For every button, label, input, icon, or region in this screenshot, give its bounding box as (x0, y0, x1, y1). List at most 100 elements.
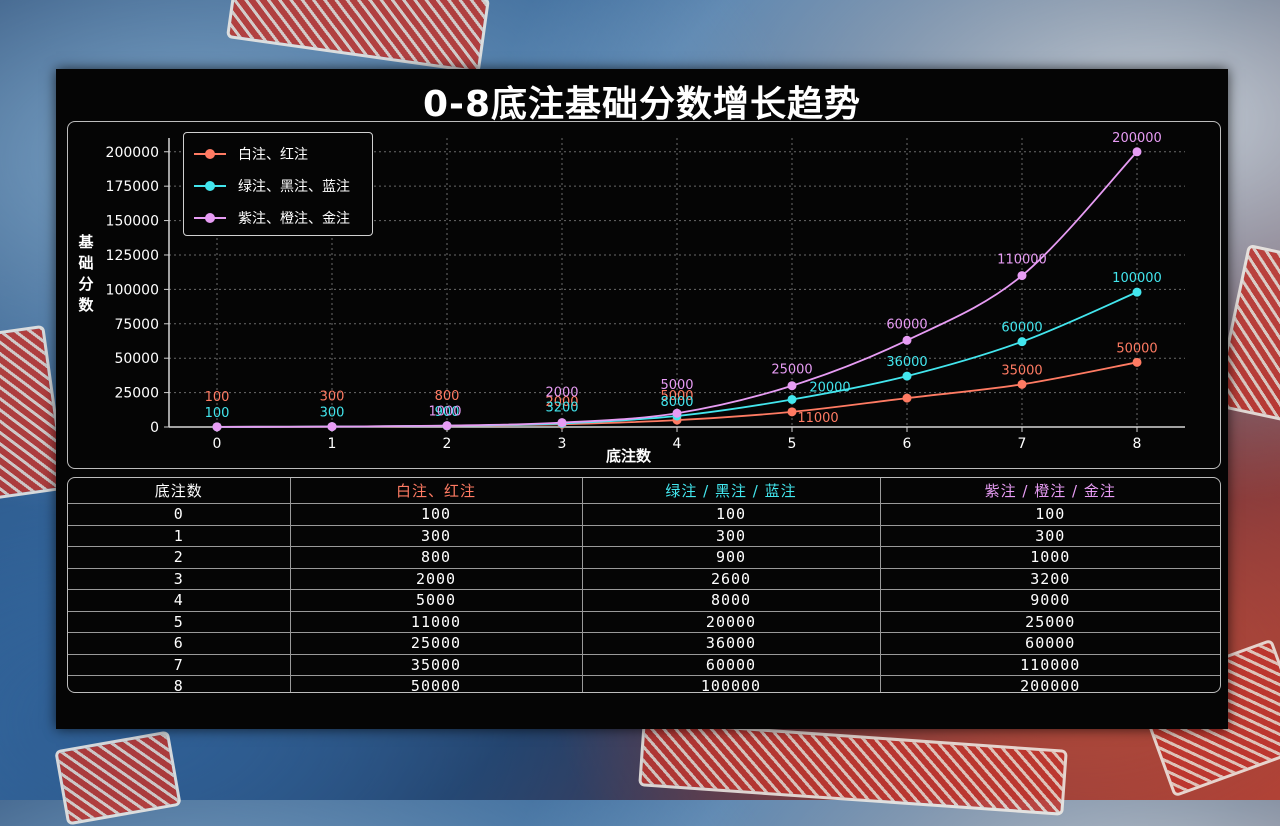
table-cell: 5000 (290, 589, 583, 612)
y-axis-label: 基础分数 (78, 233, 94, 314)
data-label: 20000 (809, 380, 850, 395)
data-point (557, 418, 567, 428)
background-card (225, 0, 491, 74)
data-table: 底注数 白注、红注 绿注 / 黑注 / 蓝注 紫注 / 橙注 / 金注 0 100… (67, 477, 1221, 693)
data-label: 300 (320, 406, 345, 421)
data-point (1132, 287, 1142, 297)
table-cell: 20000 (582, 611, 881, 633)
table-cell: 0 (68, 503, 291, 526)
data-label: 60000 (1001, 321, 1042, 336)
data-label: 11000 (797, 411, 838, 426)
x-tick-label: 6 (903, 436, 912, 452)
data-label: 1000 (428, 405, 461, 420)
table-header: 白注、红注 (290, 478, 583, 504)
data-label: 60000 (886, 317, 927, 332)
table-cell: 8 (68, 675, 291, 692)
table-cell: 25000 (290, 632, 583, 655)
data-label: 100 (205, 406, 230, 421)
data-label: 50000 (1116, 341, 1157, 356)
table-cell: 800 (290, 546, 583, 569)
y-tick-label: 175000 (106, 179, 159, 195)
table-cell: 2 (68, 546, 291, 569)
table-cell: 300 (880, 525, 1220, 547)
table-row: 4 5000 8000 9000 (68, 589, 1220, 612)
y-tick-label: 150000 (106, 214, 159, 230)
table-cell: 900 (582, 546, 881, 569)
table-row: 7 35000 60000 110000 (68, 654, 1220, 676)
data-label: 110000 (997, 253, 1047, 268)
score-table: 底注数 白注、红注 绿注 / 黑注 / 蓝注 紫注 / 橙注 / 金注 0 100… (68, 478, 1220, 693)
data-point (327, 422, 337, 432)
table-cell: 60000 (880, 632, 1220, 655)
x-tick-label: 0 (213, 436, 222, 452)
y-tick-label: 25000 (114, 386, 159, 402)
data-label: 36000 (886, 355, 927, 370)
data-label: 2000 (545, 386, 578, 401)
legend-label: 紫注、橙注、金注 (238, 211, 350, 227)
table-cell: 2000 (290, 568, 583, 590)
data-label: 100000 (1112, 271, 1162, 286)
chart-canvas: 0250005000075000100000125000150000175000… (106, 131, 1185, 452)
data-label: 35000 (1001, 363, 1042, 378)
table-header-row: 底注数 白注、红注 绿注 / 黑注 / 蓝注 紫注 / 橙注 / 金注 (68, 478, 1220, 504)
series-line (216, 151, 1138, 428)
legend-item: 绿注、黑注、蓝注 (194, 176, 350, 196)
table-cell: 4 (68, 589, 291, 612)
data-point (902, 335, 912, 345)
data-label: 5000 (660, 378, 693, 393)
data-label: 2000 (545, 395, 578, 410)
y-tick-label: 200000 (106, 145, 159, 161)
table-cell: 25000 (880, 611, 1220, 633)
data-point (787, 394, 797, 404)
table-row: 6 25000 36000 60000 (68, 632, 1220, 655)
table-cell: 100 (290, 503, 583, 526)
chart-legend: 白注、红注 绿注、黑注、蓝注 紫注、橙注、金注 (183, 132, 373, 236)
x-tick-label: 4 (673, 436, 682, 452)
data-label: 100 (205, 390, 230, 405)
table-cell: 60000 (582, 654, 881, 676)
line-chart: 0 25000 50000 75000 100000 125000 150000 175000… (67, 121, 1221, 469)
table-row: 3 2000 2600 3200 (68, 568, 1220, 590)
y-tick-label: 100000 (106, 282, 159, 298)
table-header: 紫注 / 橙注 / 金注 (880, 478, 1220, 504)
data-point (787, 407, 797, 417)
legend-swatch (194, 149, 226, 159)
table-cell: 1000 (880, 546, 1220, 569)
data-point (1017, 337, 1027, 347)
data-point (442, 421, 452, 431)
legend-item: 紫注、橙注、金注 (194, 208, 350, 228)
legend-label: 白注、红注 (238, 147, 308, 163)
table-cell: 300 (290, 525, 583, 547)
legend-item: 白注、红注 (194, 144, 308, 164)
table-row: 0 100 100 100 (68, 503, 1220, 526)
table-cell: 1 (68, 525, 291, 547)
background-card (638, 720, 1068, 816)
table-cell: 110000 (880, 654, 1220, 676)
table-cell: 2600 (582, 568, 881, 590)
table-cell: 7 (68, 654, 291, 676)
page-title: 0-8底注基础分数增长趋势 (422, 84, 862, 125)
data-point (1017, 379, 1027, 389)
table-row: 2 800 900 1000 (68, 546, 1220, 569)
y-tick-label: 0 (150, 420, 159, 436)
y-tick-label: 50000 (114, 351, 159, 367)
table-cell: 3200 (880, 568, 1220, 590)
data-label: 800 (435, 389, 460, 404)
table-cell: 11000 (290, 611, 583, 633)
y-tick-label: 125000 (106, 248, 159, 264)
table-cell: 3 (68, 568, 291, 590)
table-cell: 35000 (290, 654, 583, 676)
data-point (1132, 147, 1142, 157)
table-cell: 8000 (582, 589, 881, 612)
table-cell: 200000 (1020, 677, 1081, 693)
data-label: 3200 (545, 400, 578, 415)
x-axis-label: 底注数 (606, 447, 652, 465)
table-cell: 100 (582, 503, 881, 526)
table-row: 8 50000 100000 200000 (68, 675, 1220, 693)
background-card (54, 730, 182, 826)
data-point (787, 381, 797, 391)
data-point (1017, 271, 1027, 281)
table-cell: 100000 (582, 675, 881, 692)
x-tick-label: 8 (1133, 436, 1142, 452)
data-point (212, 422, 222, 432)
